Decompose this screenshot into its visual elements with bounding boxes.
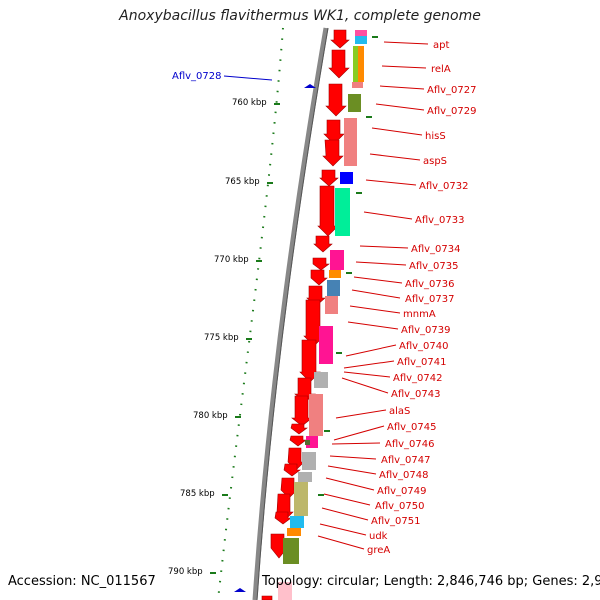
kbp-tick-mark [222,494,228,496]
accession-text: Accession: NC_011567 [8,574,156,589]
kbp-tick-label: 770 kbp [214,255,249,265]
gene-labels: apt relA Aflv_0727 Aflv_0729 hisS aspS Aflv_07… [367,40,477,556]
gene-arrow [322,139,344,167]
cog-box [319,326,333,364]
cog-box [294,482,308,516]
kbp-tick-mark [256,260,262,262]
cog-box [309,394,323,436]
kbp-tick-mark [246,338,252,340]
kbp-tick-mark [235,416,241,418]
cog-box [298,472,312,482]
gene-label[interactable]: aspS [423,156,447,167]
kbp-tick-label: 760 kbp [232,98,267,108]
gene-label[interactable]: Aflv_0748 [379,470,429,481]
kbp-tick-mark [210,572,216,574]
cog-box [287,528,301,536]
gene-label[interactable]: Aflv_0742 [393,373,443,384]
gene-label[interactable]: Aflv_0736 [405,279,455,290]
leader-lines [317,41,429,550]
gene-arrow [330,29,350,49]
cog-box [352,82,363,88]
gene-arrow [261,595,273,600]
cog-box [278,582,292,600]
genome-backbone [252,27,329,600]
cog-box [283,538,299,564]
genome-backbone-shadow [256,27,329,600]
gene-label[interactable]: Aflv_0746 [385,439,435,450]
gene-label[interactable]: Aflv_0745 [387,422,437,433]
gene-label[interactable]: relA [431,64,451,75]
gene-arrow [323,119,345,145]
gene-arrow [291,395,313,427]
gene-label[interactable]: Aflv_0743 [391,389,441,400]
gene-label[interactable]: Aflv_0737 [405,294,455,305]
cog-box [355,30,367,36]
gene-label[interactable]: hisS [425,131,446,142]
gene-arrow [313,235,333,253]
gene-arrow-track [261,29,350,600]
gene-label[interactable]: Aflv_0729 [427,106,477,117]
cog-box [355,36,367,44]
gene-label[interactable]: Aflv_0741 [397,357,447,368]
cog-box [348,94,361,112]
kbp-tick-mark [274,103,280,105]
gene-arrow [310,269,328,286]
cog-box [335,188,350,236]
gene-arrow [325,83,347,117]
cog-box [358,46,364,82]
topology-text: Topology: circular; Length: 2,846,746 bp… [262,574,600,589]
gene-label[interactable]: Aflv_0750 [375,501,425,512]
reverse-strand-marker [234,588,246,592]
kbp-tick-label: 790 kbp [168,567,203,577]
gene-label[interactable]: Aflv_0732 [419,181,469,192]
cog-box [325,296,338,314]
cog-box [290,516,304,528]
aflv-0728-leader [223,75,273,81]
gene-label[interactable]: Aflv_0727 [427,85,477,96]
gene-label[interactable]: Aflv_0735 [409,261,459,272]
cog-box [305,440,310,445]
gc-dotted-track [217,27,284,600]
gene-label[interactable]: Aflv_0739 [401,325,451,336]
gene-label[interactable]: Aflv_0740 [399,341,449,352]
cog-box [344,118,357,166]
kbp-tick-label: 775 kbp [204,333,239,343]
gene-arrow [317,185,339,237]
gene-arrow [328,49,350,79]
gene-label[interactable]: udk [369,531,388,542]
gene-label[interactable]: Aflv_0733 [415,215,465,226]
gene-arrow [283,463,301,477]
cog-box-track [278,30,367,600]
reverse-strand-marker [304,84,316,88]
gene-label[interactable]: Aflv_0751 [371,516,421,527]
kbp-tick-label: 785 kbp [180,489,215,499]
gene-arrow [289,435,307,447]
gene-label[interactable]: Aflv_0747 [381,455,431,466]
cog-box [353,46,358,82]
cog-box [340,172,353,184]
map-title: Anoxybacillus flavithermus WK1, complete… [119,8,481,24]
kbp-scale: 760 kbp 765 kbp 770 kbp 775 kbp 780 kbp 785 k… [168,98,280,577]
gene-label[interactable]: mnmA [403,309,436,320]
kbp-tick-label: 765 kbp [225,177,260,187]
gene-label[interactable]: alaS [389,406,410,417]
cog-box [329,270,341,278]
gene-label[interactable]: apt [433,40,449,51]
gene-label[interactable]: greA [367,545,390,556]
tick-dash-track [318,36,378,496]
cog-box [330,250,344,270]
gene-label[interactable]: Aflv_0749 [377,486,427,497]
cog-box [327,280,340,296]
cog-box [314,372,328,388]
cog-box [302,452,316,470]
gene-arrow [290,423,308,435]
kbp-tick-label: 780 kbp [193,411,228,421]
kbp-tick-mark [267,182,273,184]
gene-arrow [319,169,339,187]
aflv-0728-label[interactable]: Aflv_0728 [172,71,222,82]
gene-label[interactable]: Aflv_0734 [411,244,461,255]
gene-arrow [312,257,330,271]
